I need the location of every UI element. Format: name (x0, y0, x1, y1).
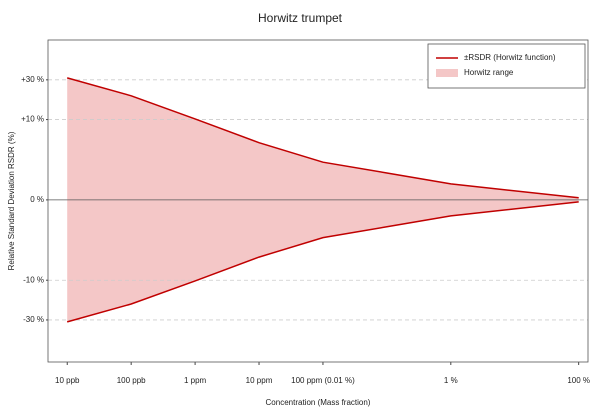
y-tick-label: 0 % (30, 195, 44, 204)
rsdr-lower-line (66, 201, 579, 323)
x-tick-label: 100 ppm (0.01 %) (291, 376, 355, 385)
x-tick-label: 1 ppm (184, 376, 207, 385)
legend-label: ±RSDR (Horwitz function) (464, 53, 556, 62)
x-tick-label: 100 ppb (117, 376, 146, 385)
legend-label: Horwitz range (464, 68, 514, 77)
chart-title: Horwitz trumpet (258, 11, 343, 25)
legend-swatch (436, 69, 458, 77)
x-axis-label: Concentration (Mass fraction) (266, 398, 371, 407)
x-tick-label: 100 % (567, 376, 590, 385)
plot-frame (47, 39, 589, 363)
y-tick-label: -30 % (23, 315, 44, 324)
x-tick-label: 1 % (444, 376, 458, 385)
y-tick-label: +10 % (21, 115, 44, 124)
y-tick-label: +30 % (21, 75, 44, 84)
rsdr-upper-line (66, 77, 579, 199)
legend-box (427, 43, 586, 89)
x-tick-label: 10 ppm (246, 376, 273, 385)
y-tick-label: -10 % (23, 275, 44, 284)
y-axis-label: Relative Standard Deviation RSDR (%) (7, 131, 16, 270)
x-tick-label: 10 ppb (55, 376, 80, 385)
